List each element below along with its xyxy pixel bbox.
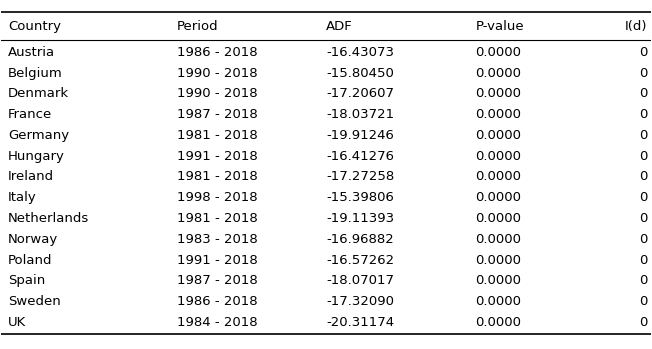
Text: Germany: Germany [8, 129, 69, 142]
Text: 0: 0 [639, 316, 647, 329]
Text: Sweden: Sweden [8, 295, 61, 308]
Text: 0: 0 [639, 295, 647, 308]
Text: -15.80450: -15.80450 [326, 67, 394, 80]
Text: 0.0000: 0.0000 [475, 233, 522, 246]
Text: Belgium: Belgium [8, 67, 63, 80]
Text: 1983 - 2018: 1983 - 2018 [177, 233, 258, 246]
Text: 0: 0 [639, 233, 647, 246]
Text: -15.39806: -15.39806 [326, 191, 394, 204]
Text: -20.31174: -20.31174 [326, 316, 394, 329]
Text: -16.96882: -16.96882 [326, 233, 394, 246]
Text: -17.27258: -17.27258 [326, 170, 394, 184]
Text: -18.03721: -18.03721 [326, 108, 394, 121]
Text: Spain: Spain [8, 274, 45, 287]
Text: 1991 - 2018: 1991 - 2018 [177, 253, 258, 267]
Text: ADF: ADF [326, 20, 353, 32]
Text: 0.0000: 0.0000 [475, 170, 522, 184]
Text: -19.11393: -19.11393 [326, 212, 394, 225]
Text: France: France [8, 108, 52, 121]
Text: Period: Period [177, 20, 218, 32]
Text: P-value: P-value [475, 20, 524, 32]
Text: 0.0000: 0.0000 [475, 129, 522, 142]
Text: 0: 0 [639, 67, 647, 80]
Text: 0.0000: 0.0000 [475, 46, 522, 59]
Text: 1981 - 2018: 1981 - 2018 [177, 212, 258, 225]
Text: 0: 0 [639, 274, 647, 287]
Text: 1984 - 2018: 1984 - 2018 [177, 316, 258, 329]
Text: -17.32090: -17.32090 [326, 295, 394, 308]
Text: 0.0000: 0.0000 [475, 108, 522, 121]
Text: -16.43073: -16.43073 [326, 46, 394, 59]
Text: 0.0000: 0.0000 [475, 150, 522, 163]
Text: 1987 - 2018: 1987 - 2018 [177, 108, 258, 121]
Text: 0.0000: 0.0000 [475, 67, 522, 80]
Text: -16.41276: -16.41276 [326, 150, 394, 163]
Text: 1986 - 2018: 1986 - 2018 [177, 46, 258, 59]
Text: 0: 0 [639, 87, 647, 100]
Text: Netherlands: Netherlands [8, 212, 89, 225]
Text: UK: UK [8, 316, 26, 329]
Text: Country: Country [8, 20, 61, 32]
Text: Norway: Norway [8, 233, 58, 246]
Text: Italy: Italy [8, 191, 37, 204]
Text: Austria: Austria [8, 46, 55, 59]
Text: 1986 - 2018: 1986 - 2018 [177, 295, 258, 308]
Text: -17.20607: -17.20607 [326, 87, 394, 100]
Text: 0.0000: 0.0000 [475, 191, 522, 204]
Text: 0: 0 [639, 253, 647, 267]
Text: I(d): I(d) [625, 20, 647, 32]
Text: 0: 0 [639, 170, 647, 184]
Text: 0.0000: 0.0000 [475, 274, 522, 287]
Text: 0: 0 [639, 129, 647, 142]
Text: 1981 - 2018: 1981 - 2018 [177, 129, 258, 142]
Text: 1998 - 2018: 1998 - 2018 [177, 191, 258, 204]
Text: Denmark: Denmark [8, 87, 69, 100]
Text: 1991 - 2018: 1991 - 2018 [177, 150, 258, 163]
Text: 0.0000: 0.0000 [475, 316, 522, 329]
Text: 1981 - 2018: 1981 - 2018 [177, 170, 258, 184]
Text: 1987 - 2018: 1987 - 2018 [177, 274, 258, 287]
Text: -16.57262: -16.57262 [326, 253, 394, 267]
Text: 0.0000: 0.0000 [475, 87, 522, 100]
Text: -19.91246: -19.91246 [326, 129, 394, 142]
Text: 0: 0 [639, 191, 647, 204]
Text: 0: 0 [639, 150, 647, 163]
Text: 1990 - 2018: 1990 - 2018 [177, 67, 258, 80]
Text: 0: 0 [639, 46, 647, 59]
Text: Hungary: Hungary [8, 150, 65, 163]
Text: 1990 - 2018: 1990 - 2018 [177, 87, 258, 100]
Text: 0: 0 [639, 212, 647, 225]
Text: 0.0000: 0.0000 [475, 212, 522, 225]
Text: -18.07017: -18.07017 [326, 274, 394, 287]
Text: Poland: Poland [8, 253, 52, 267]
Text: 0.0000: 0.0000 [475, 253, 522, 267]
Text: 0.0000: 0.0000 [475, 295, 522, 308]
Text: 0: 0 [639, 108, 647, 121]
Text: Ireland: Ireland [8, 170, 54, 184]
